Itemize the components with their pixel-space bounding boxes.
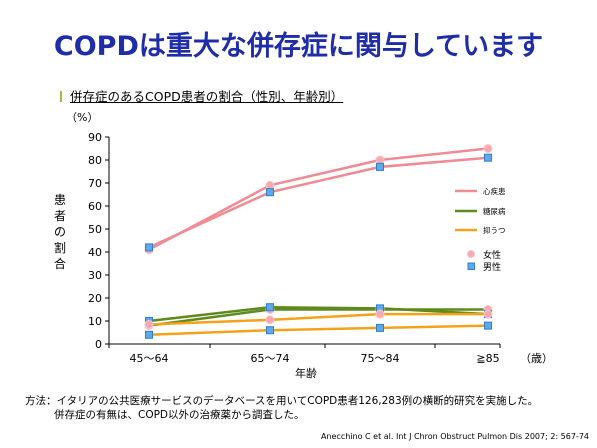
data-point-male [376, 323, 384, 332]
y-tick-label: 50 [88, 223, 102, 236]
data-point-female [483, 144, 493, 153]
chart-subtitle: 併存症のあるCOPD患者の割合（性別、年齢別） [60, 86, 343, 105]
legend-label: 心疾患 [483, 186, 506, 196]
y-tick-label: 80 [88, 154, 102, 167]
legend-label: 女性 [483, 249, 501, 261]
x-tick-label: 65～74 [251, 352, 290, 365]
y-axis-label-char: 割 [54, 240, 66, 255]
data-point-male [484, 153, 492, 162]
y-tick-label: 60 [88, 200, 102, 213]
x-tick-label: 75～84 [361, 352, 400, 365]
y-tick-label: 20 [88, 292, 102, 305]
y-axis-label-char: の [54, 225, 66, 239]
series-line [148, 312, 488, 326]
y-tick-label: 30 [88, 269, 102, 282]
series-line [148, 156, 489, 249]
data-point-male [376, 162, 384, 171]
x-unit-label: （歳） [520, 352, 553, 365]
chart-subtitle-text: 併存症のあるCOPD患者の割合（性別、年齢別） [70, 89, 344, 104]
data-point-male [266, 326, 274, 335]
y-unit-label: （%） [66, 111, 98, 124]
y-axis-label-char: 合 [54, 256, 66, 271]
y-tick-label: 70 [88, 177, 102, 190]
slide-title: COPDは重大な併存症に関与しています [53, 31, 544, 62]
data-point-female [265, 180, 275, 190]
y-axis-label-char: 患 [54, 193, 66, 207]
method-note: 方法：イタリアの公共医療サービスのデータベースを用いてCOPD患者126,283… [25, 395, 538, 422]
series-line [148, 305, 489, 323]
x-tick-label: ≧85 [476, 352, 499, 365]
series-line [148, 147, 489, 251]
y-tick-label: 40 [88, 246, 102, 259]
legend-label: 抑うつ [483, 225, 506, 235]
legend-marker-male [467, 262, 475, 270]
y-tick-label: 10 [88, 315, 102, 328]
data-point-male [484, 321, 492, 330]
citation: Anecchino C et al. Int J Chron Obstruct … [320, 432, 589, 441]
series-line [148, 324, 489, 337]
data-point-male [266, 188, 274, 197]
x-axis-label: 年齢 [295, 366, 317, 380]
data-point-male [145, 330, 153, 339]
bullet-mark [60, 91, 62, 102]
legend-label: 糖尿病 [483, 206, 506, 216]
y-tick-label: 90 [88, 131, 102, 144]
x-tick-label: 45～64 [130, 352, 169, 365]
legend-label: 男性 [483, 261, 501, 273]
method-line-2: 併存症の有無は、COPD以外の治療薬から調査した。 [54, 408, 305, 421]
data-point-male [266, 303, 274, 312]
data-point-female [144, 319, 154, 329]
y-tick-label: 0 [95, 338, 102, 351]
data-point-female [375, 155, 385, 165]
y-axis-label-char: 者 [54, 209, 66, 223]
data-point-female [483, 309, 493, 319]
data-point-male [145, 243, 153, 252]
legend-marker-female [467, 250, 475, 258]
method-line-1: 方法：イタリアの公共医療サービスのデータベースを用いてCOPD患者126,283… [25, 395, 539, 407]
data-point-female [375, 309, 385, 319]
data-point-female [265, 315, 275, 325]
series-line [148, 308, 488, 327]
